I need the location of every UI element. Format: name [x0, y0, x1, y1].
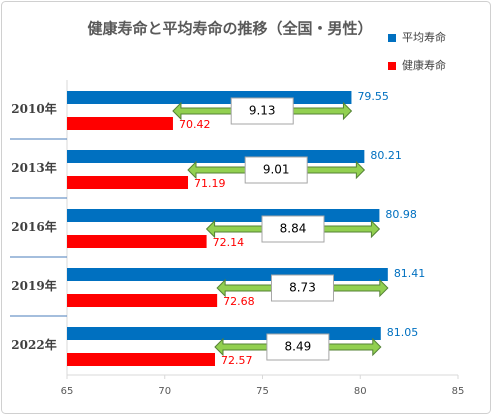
bar [67, 268, 388, 281]
bar [67, 91, 352, 104]
bar [67, 209, 380, 222]
difference-label: 9.13 [249, 104, 276, 118]
difference-box [266, 333, 330, 361]
chart-title: 健康寿命と平均寿命の推移（全国・男性） [87, 20, 372, 38]
y-tick-label: 2019年 [11, 278, 56, 293]
x-tick-label: 85 [452, 386, 465, 397]
bar [67, 117, 173, 130]
value-label: 80.21 [370, 149, 402, 162]
legend-label: 健康寿命 [402, 58, 446, 72]
difference-label: 9.01 [263, 163, 290, 177]
y-tick-label: 2022年 [11, 337, 56, 352]
bar [67, 176, 189, 189]
bar [67, 294, 218, 307]
x-tick-label: 70 [158, 386, 171, 397]
difference-label: 8.73 [289, 281, 316, 295]
value-label: 72.14 [213, 236, 245, 249]
value-label: 71.19 [194, 177, 226, 190]
y-tick-label: 2010年 [11, 101, 56, 116]
x-tick-label: 75 [256, 386, 269, 397]
difference-box [261, 215, 325, 243]
difference-label: 8.84 [280, 222, 307, 236]
value-label: 81.41 [394, 267, 426, 280]
value-label: 72.57 [221, 354, 253, 367]
x-tick-label: 80 [354, 386, 367, 397]
bar [67, 235, 207, 248]
value-label: 72.68 [223, 295, 255, 308]
value-label: 79.55 [357, 90, 389, 103]
difference-box [244, 156, 308, 184]
difference-box [270, 274, 334, 302]
difference-box [230, 97, 294, 125]
bar [67, 353, 215, 366]
value-label: 81.05 [387, 326, 419, 339]
legend-label: 平均寿命 [402, 30, 446, 44]
bar [67, 327, 381, 340]
y-tick-label: 2013年 [11, 160, 56, 175]
bar [67, 150, 365, 163]
x-tick-label: 65 [61, 386, 74, 397]
value-label: 70.42 [179, 118, 211, 131]
legend-swatch [388, 34, 396, 42]
y-tick-label: 2016年 [11, 219, 56, 234]
legend-swatch [388, 62, 396, 70]
value-label: 80.98 [385, 208, 417, 221]
difference-label: 8.49 [285, 340, 312, 354]
